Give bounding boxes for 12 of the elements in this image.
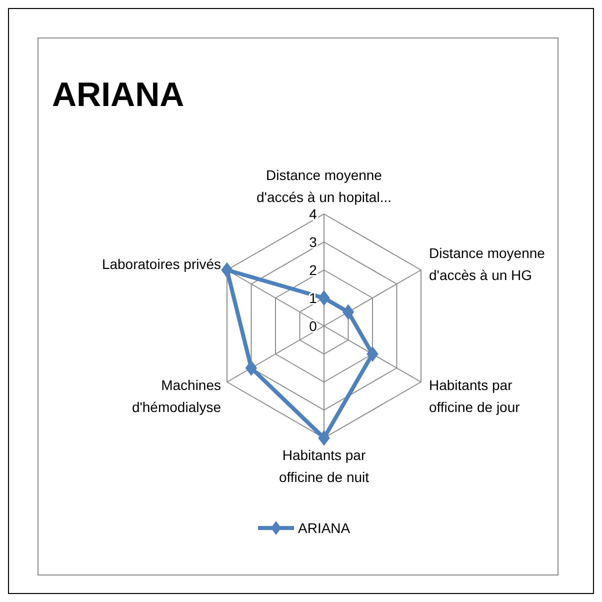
- spoke-label: Machines d'hémodialyse: [132, 377, 222, 415]
- spoke-label: Habitants par officine de nuit: [278, 447, 370, 485]
- y-tick-label: 3: [309, 234, 318, 250]
- y-tick-label: 0: [309, 318, 318, 334]
- y-tick-label: 2: [309, 262, 318, 278]
- spoke-label: Distance moyenne d'accés à un hopital...: [256, 167, 392, 205]
- y-tick-label: 4: [309, 206, 318, 222]
- spoke-label: Habitants par officine de jour: [428, 377, 520, 415]
- legend-label: ARIANA: [298, 520, 351, 536]
- spoke-label: Laboratoires privés: [102, 256, 222, 272]
- chart-title: ARIANA: [52, 76, 184, 114]
- spoke-label: Distance moyenne d'accès à un HG: [428, 245, 546, 283]
